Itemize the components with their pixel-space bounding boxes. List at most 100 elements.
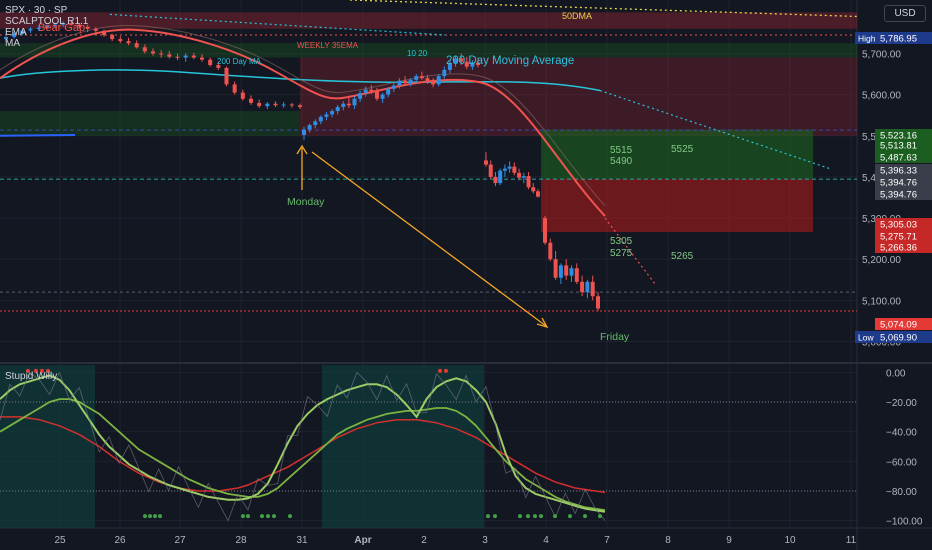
candle-body-40: [318, 116, 323, 122]
osc-dot-13: [526, 514, 530, 519]
osc-dot-19: [598, 514, 602, 519]
candle-body-57: [414, 76, 419, 80]
osc-red-line: [0, 416, 606, 494]
candle-body-8: [69, 23, 74, 25]
osc-dot-17: [568, 514, 572, 519]
symbol-label[interactable]: SPX · 30 · SP: [5, 5, 68, 16]
legend-ma[interactable]: MA: [5, 38, 20, 49]
candle-body-3: [28, 28, 33, 31]
candle-body-51: [380, 94, 385, 99]
candle-body-41: [324, 114, 329, 117]
level-5265: 5265: [671, 251, 694, 262]
osc-tick-4: −80.00: [886, 487, 917, 498]
candle-body-15: [126, 41, 131, 44]
oscillator-panel: [0, 365, 857, 528]
candle-body-73: [502, 168, 507, 171]
osc-dot-16: [553, 514, 557, 519]
candle-body-64: [453, 58, 458, 64]
ten-twenty-label: 10 20: [407, 49, 428, 58]
legend-ema[interactable]: EMA: [5, 27, 27, 38]
candle-body-72: [498, 170, 503, 184]
candle-body-77: [521, 176, 526, 178]
candle-body-0: [4, 37, 8, 40]
candle-body-34: [281, 104, 286, 106]
ema-red-line: [0, 28, 606, 217]
candle-body-48: [363, 89, 368, 93]
candle-body-75: [512, 166, 517, 173]
monday-label: Monday: [287, 196, 325, 208]
candle-body-54: [397, 80, 402, 86]
candle-body-27: [224, 67, 229, 85]
candle-body-45: [346, 103, 351, 106]
candle-body-62: [442, 69, 447, 77]
candle-body-56: [408, 79, 413, 84]
x-tick-1: 26: [114, 535, 126, 546]
candle-body-5: [44, 25, 49, 28]
price-tick-6: 5,100.00: [862, 296, 901, 307]
candle-body-52: [386, 88, 391, 95]
candle-body-23: [191, 55, 196, 58]
price-tag-11: 5,069.90: [880, 333, 917, 344]
candle-body-26: [216, 65, 221, 68]
candle-body-79: [531, 187, 536, 192]
red-target-zone: [541, 178, 813, 233]
price-tick-0: 5,700.00: [862, 49, 901, 60]
price-tag-bg-1: [875, 129, 932, 141]
candle-body-74: [507, 166, 512, 169]
candles: [4, 20, 600, 312]
currency-button[interactable]: USD: [884, 5, 926, 22]
osc-top-dot-3: [46, 368, 50, 373]
candle-body-24: [200, 57, 204, 60]
price-tick-1: 5,600.00: [862, 91, 901, 102]
price-tag-7: 5,305.03: [880, 220, 917, 231]
osc-tick-2: −40.00: [886, 428, 917, 439]
x-tick-0: 25: [54, 535, 66, 546]
candle-body-87: [574, 268, 579, 282]
osc-dot-14: [533, 514, 537, 519]
price-tag-5: 5,394.76: [880, 178, 917, 189]
candle-body-43: [335, 106, 340, 112]
x-tick-10: 8: [665, 535, 671, 546]
osc-top-dot-2: [40, 368, 44, 373]
price-tag-caption-11: Low: [858, 333, 874, 343]
ema-outer-line: [0, 25, 606, 207]
candle-body-90: [590, 281, 595, 297]
candle-body-58: [419, 76, 424, 79]
candle-body-81: [543, 218, 547, 243]
candle-body-76: [517, 172, 522, 178]
green-target-zone: [541, 129, 813, 179]
candle-body-60: [431, 81, 436, 85]
candle-body-86: [569, 268, 574, 276]
price-tag-bg-6: [875, 188, 932, 200]
candle-body-84: [558, 265, 563, 278]
osc-tick-3: −60.00: [886, 457, 917, 468]
candle-body-16: [134, 43, 139, 48]
osc-tick-1: −20.00: [886, 398, 917, 409]
candle-body-71: [493, 176, 498, 184]
bear-gap-label: Bear Gap: [38, 22, 85, 34]
candle-body-59: [425, 78, 430, 82]
oscillator-name[interactable]: Stupid Willy: [5, 371, 58, 382]
price-tag-caption-bg-11: [855, 331, 875, 343]
candle-body-13: [110, 34, 115, 40]
price-tag-bg-9: [875, 241, 932, 253]
x-tick-5: Apr: [354, 535, 371, 546]
candle-body-69: [484, 160, 488, 165]
candle-body-10: [85, 26, 90, 29]
candle-body-49: [369, 89, 374, 92]
candle-body-18: [151, 51, 155, 54]
chart-legend: SPX · 30 · SP SCALPTOOL R1.1 EMA MA: [5, 5, 88, 49]
level-5305: 5305: [610, 236, 633, 247]
price-tag-8: 5,275.71: [880, 232, 917, 243]
candle-body-31: [257, 102, 262, 107]
candle-body-22: [183, 55, 188, 58]
legend-scalptool[interactable]: SCALPTOOL R1.1: [5, 16, 89, 27]
x-tick-12: 10: [784, 535, 796, 546]
candle-body-30: [249, 98, 253, 103]
ten-twenty-line: [109, 13, 446, 36]
osc-top-dot-5: [444, 368, 448, 373]
price-tag-bg-5: [875, 176, 932, 188]
candle-body-46: [352, 98, 357, 106]
osc-top-dot-1: [34, 368, 38, 373]
